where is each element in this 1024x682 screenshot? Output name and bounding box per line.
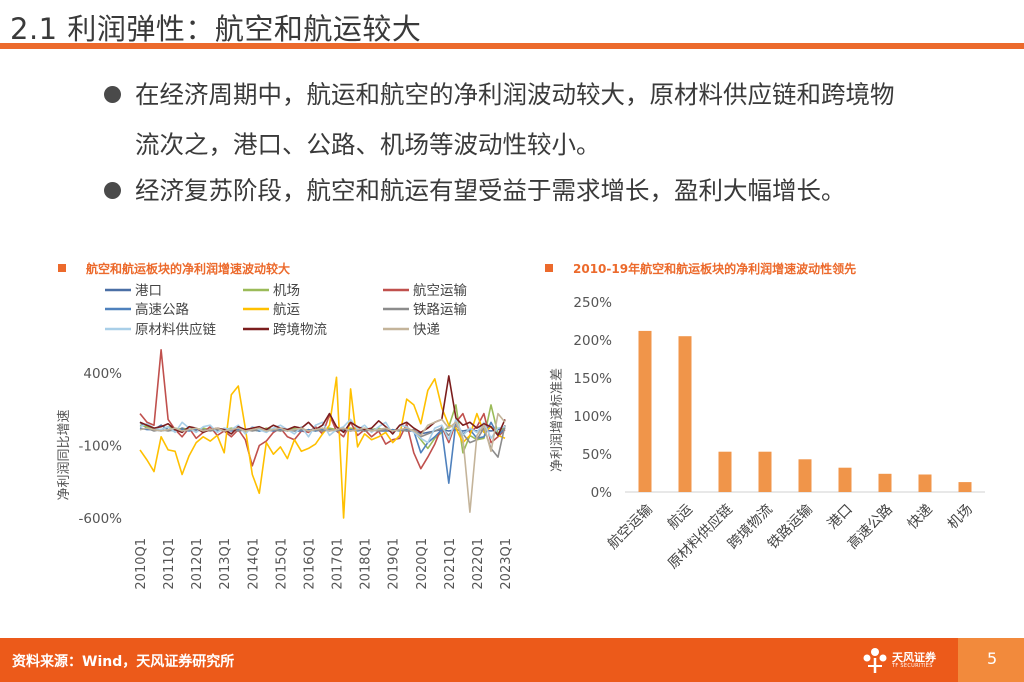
bar-chart-bars [638, 330, 972, 492]
x-tick-label-11: 2020Q1 [415, 538, 430, 590]
bullet-dot-icon [104, 182, 121, 199]
bullet-1-line-1: 在经济周期中，航运和航空的净利润波动较大，原材料供应链和跨境物 [135, 80, 895, 109]
x-tick-label-8: 2017Q1 [331, 538, 346, 590]
legend-label-6: 铁路运输 [413, 302, 467, 318]
line-chart-series [139, 349, 506, 519]
bar-chart-title: 2010-19年航空和航运板块的净利润增速波动性领先 [573, 261, 856, 276]
footer-bar: 资料来源：Wind，天风证券研究所 天风证券 TF SECURITIES 5 [0, 638, 1024, 682]
y-tick-label-1: 400% [83, 366, 122, 382]
line-chart-x-axis: 2010Q1 2011Q1 2012Q1 2013Q1 2014Q1 2015Q1 2016… [134, 538, 514, 590]
y-tick-label-6: 250% [573, 295, 612, 311]
legend-label-1: 港口 [135, 283, 162, 299]
bar-8 [918, 474, 932, 492]
bar-chart: 2010-19年航空和航运板块的净利润增速波动性领先 净利润增速标准差 0% 50… [545, 261, 985, 572]
bullet-2-line-1: 经济复苏阶段，航空和航运有望受益于需求增长，盈利大幅增长。 [135, 176, 846, 205]
brand-name: 天风证券 [892, 651, 936, 664]
y-tick-label-4: 150% [573, 371, 612, 387]
y-tick-label-1: 0% [591, 485, 613, 501]
slide-title: 2.1 利润弹性：航空和航运较大 [10, 12, 422, 46]
x-tick-label-2: 航运 [665, 502, 696, 533]
x-tick-label-5: 铁路运输 [765, 502, 816, 553]
series-line-5 [139, 376, 506, 519]
x-tick-label-9: 机场 [945, 502, 976, 533]
bar-chart-y-axis: 0% 50% 100% 150% 200% 250% [573, 295, 985, 501]
bullet-2: 经济复苏阶段，航空和航运有望受益于需求增长，盈利大幅增长。 [104, 164, 846, 218]
bar-6 [838, 467, 852, 492]
bar-7 [878, 473, 892, 492]
bar-4 [758, 451, 772, 492]
bar-chart-ylabel: 净利润增速标准差 [550, 368, 565, 472]
brand-logo-icon [863, 648, 887, 673]
bullet-dot-icon [104, 86, 121, 103]
x-tick-label-12: 2021Q1 [443, 538, 458, 590]
line-chart-title: 航空和航运板块的净利润增速波动较大 [86, 261, 290, 276]
brand-subtitle: TF SECURITIES [892, 663, 933, 669]
legend-label-3: 航空运输 [413, 283, 467, 299]
bar-3 [718, 451, 732, 492]
x-tick-label-3: 2012Q1 [190, 538, 205, 590]
x-tick-label-10: 2019Q1 [387, 538, 402, 590]
chart-title-marker-icon [58, 264, 66, 272]
bullet-1: 在经济周期中，航运和航空的净利润波动较大，原材料供应链和跨境物 [104, 68, 895, 122]
line-chart-ylabel: 净利润同比增速 [57, 409, 72, 500]
x-tick-label-13: 2022Q1 [471, 538, 486, 590]
x-tick-label-7: 高速公路 [844, 501, 896, 553]
y-tick-label-3: -600% [79, 511, 123, 527]
y-tick-label-2: -100% [79, 439, 123, 455]
bullet-1-continued: 流次之，港口、公路、机场等波动性较小。 [104, 118, 601, 172]
y-tick-label-5: 200% [573, 333, 612, 349]
x-tick-label-4: 2013Q1 [218, 538, 233, 590]
x-tick-label-5: 2014Q1 [246, 538, 261, 590]
chart-title-marker-icon [545, 264, 553, 272]
page-number: 5 [987, 649, 998, 668]
series-line-8 [139, 375, 506, 437]
x-tick-label-7: 2016Q1 [303, 538, 318, 590]
footer-corner-accent [958, 638, 1024, 682]
line-chart-y-axis: 400% -100% -600% [79, 366, 123, 527]
series-line-3 [139, 349, 506, 470]
x-tick-label-6: 港口 [825, 502, 856, 533]
footer-source: 资料来源：Wind，天风证券研究所 [12, 654, 235, 670]
legend-label-5: 航运 [273, 302, 300, 318]
legend-label-2: 机场 [273, 283, 300, 299]
x-tick-label-9: 2018Q1 [359, 538, 374, 590]
series-line-7 [139, 418, 506, 444]
legend-label-9: 快递 [413, 322, 440, 338]
x-tick-label-2: 2011Q1 [162, 538, 177, 590]
y-tick-label-2: 50% [582, 447, 612, 463]
title-divider [0, 43, 1024, 49]
bar-2 [678, 336, 692, 492]
bar-9 [958, 482, 972, 492]
x-tick-label-6: 2015Q1 [274, 538, 289, 590]
x-tick-label-8: 快递 [905, 502, 936, 533]
legend-label-7: 原材料供应链 [135, 321, 216, 338]
x-tick-label-14: 2023Q1 [499, 538, 514, 590]
legend-label-8: 跨境物流 [273, 322, 327, 338]
x-tick-label-1: 2010Q1 [134, 538, 149, 590]
bar-1 [638, 330, 652, 492]
x-tick-label-1: 航空运输 [605, 502, 656, 553]
y-tick-label-3: 100% [573, 409, 612, 425]
bullet-1-line-2: 流次之，港口、公路、机场等波动性较小。 [135, 130, 601, 159]
legend-label-4: 高速公路 [135, 301, 189, 318]
series-line-9 [139, 412, 506, 514]
bar-5 [798, 459, 812, 492]
